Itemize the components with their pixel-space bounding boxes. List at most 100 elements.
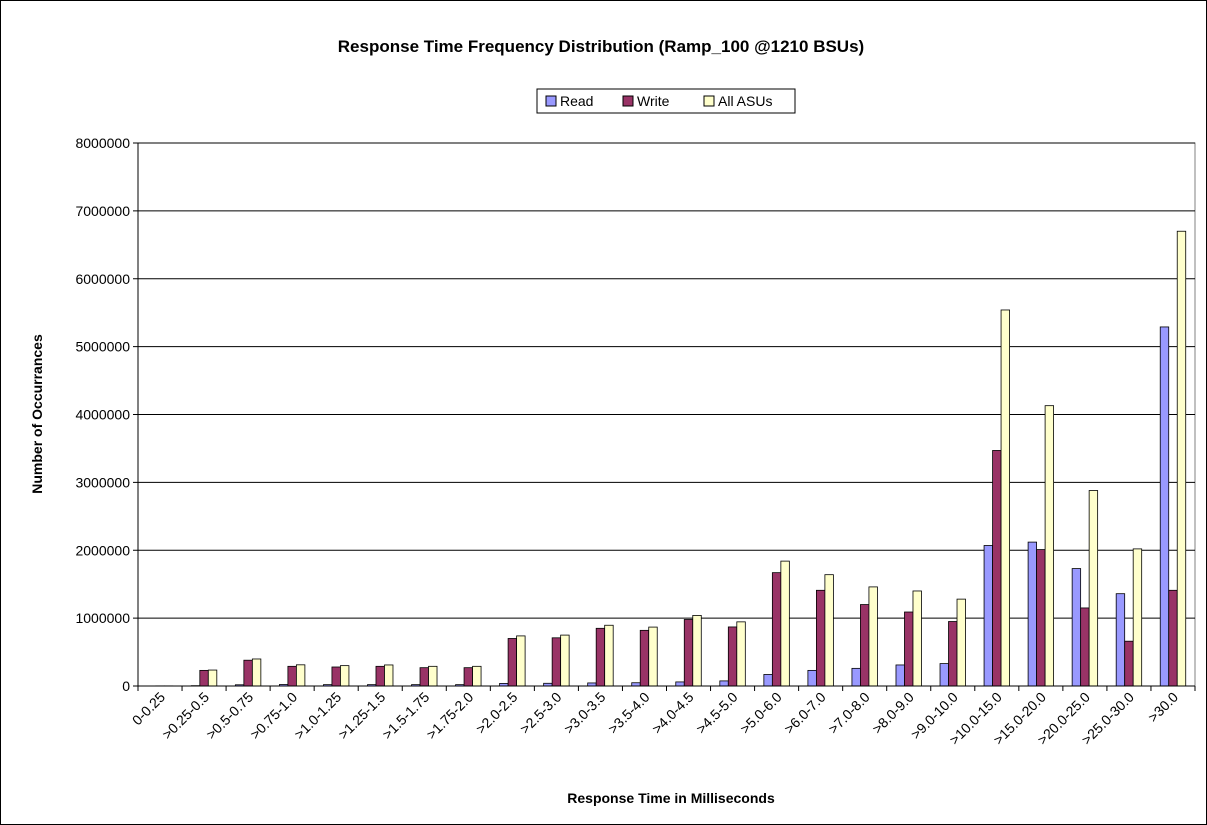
legend-swatch-read <box>545 95 557 107</box>
bar-write <box>904 611 914 687</box>
bar-write <box>375 665 385 687</box>
y-tick-label: 4000000 <box>75 407 130 423</box>
x-tick-label: >1.75-2.0 <box>423 689 477 743</box>
bar-all-asus <box>295 664 306 687</box>
x-tick-label: 0-0.25 <box>129 689 169 729</box>
bar-write <box>595 627 606 687</box>
legend-box <box>536 88 796 114</box>
x-tick-label: >0.75-1.0 <box>247 689 301 743</box>
y-tick-label: 2000000 <box>75 542 130 558</box>
x-tick-label: >4.0-4.5 <box>649 689 697 737</box>
x-tick-label: >3.5-4.0 <box>605 689 653 737</box>
x-axis-title: Response Time in Milliseconds <box>567 790 775 806</box>
legend-swatch-write <box>622 95 634 107</box>
x-tick-label: >0.25-0.5 <box>159 689 213 743</box>
y-tick-label: 8000000 <box>75 135 130 151</box>
x-tick-label: >7.0-8.0 <box>825 689 873 737</box>
bar-all-asus <box>251 658 262 687</box>
chart-title: Response Time Frequency Distribution (Ra… <box>338 37 864 56</box>
bar-all-asus <box>207 669 218 687</box>
bar-all-asus <box>1044 405 1055 687</box>
bar-read <box>1159 326 1170 687</box>
bar-write <box>771 572 782 687</box>
bar-all-asus <box>340 665 350 687</box>
y-tick-label: 6000000 <box>75 271 130 287</box>
bar-read <box>1071 568 1082 687</box>
bar-write <box>199 669 209 687</box>
bar-write <box>727 626 738 687</box>
bar-write <box>243 659 253 687</box>
bar-all-asus <box>648 626 658 687</box>
bar-all-asus <box>1176 230 1187 687</box>
bar-read <box>1027 541 1038 687</box>
bar-all-asus <box>780 560 790 687</box>
bar-write <box>860 604 870 687</box>
bar-write <box>331 666 341 687</box>
bar-all-asus <box>736 621 746 687</box>
bar-all-asus <box>912 590 922 687</box>
y-tick-label: 0 <box>122 678 130 694</box>
bar-all-asus <box>824 574 834 687</box>
x-axis-ticks: 0-0.25>0.25-0.5>0.5-0.75>0.75-1.0>1.0-1.… <box>129 686 1196 748</box>
bar-write <box>463 667 473 687</box>
x-tick-label: >3.0-3.5 <box>561 689 609 737</box>
bar-all-asus <box>868 586 878 687</box>
bar-all-asus <box>428 665 438 687</box>
x-tick-label: >5.0-6.0 <box>737 689 785 737</box>
x-tick-label: >4.5-5.0 <box>693 689 741 737</box>
y-axis-ticks: 0 1000000 2000000 3000000 4000000 5000000 6000… <box>75 135 1195 694</box>
bar-write <box>507 638 518 687</box>
bar-all-asus <box>604 624 614 687</box>
bar-read <box>807 669 817 687</box>
bar-write <box>815 589 826 687</box>
bar-all-asus <box>516 635 526 687</box>
bar-all-asus <box>956 598 966 687</box>
bar-write <box>1080 607 1090 687</box>
x-tick-label: >1.0-1.25 <box>291 689 345 743</box>
legend-label: Write <box>637 93 670 109</box>
bar-write <box>1168 589 1178 687</box>
x-tick-label: >6.0-7.0 <box>781 689 829 737</box>
legend: Read Write All ASUs <box>536 88 796 114</box>
bar-write <box>948 621 958 687</box>
x-tick-label: >2.5-3.0 <box>517 689 565 737</box>
y-tick-label: 1000000 <box>75 610 130 626</box>
bar-all-asus <box>384 664 394 687</box>
bar-read <box>939 663 949 687</box>
bar-all-asus <box>472 665 482 687</box>
bar-read <box>895 664 905 687</box>
bar-write <box>639 629 650 687</box>
x-tick-label: >2.0-2.5 <box>473 689 521 737</box>
bar-all-asus <box>692 615 702 687</box>
gridlines <box>138 142 1195 619</box>
x-tick-label: >0.5-0.75 <box>203 689 257 743</box>
bar-read <box>719 680 729 687</box>
x-tick-label: >30.0 <box>1145 689 1182 726</box>
y-tick-label: 7000000 <box>75 203 130 219</box>
bar-write <box>992 450 1002 687</box>
bar-all-asus <box>1000 309 1010 687</box>
bar-write <box>1124 640 1134 687</box>
bar-read <box>851 667 861 687</box>
bar-read <box>983 545 993 687</box>
x-tick-label: >1.5-1.75 <box>379 689 433 743</box>
bar-read <box>675 681 685 687</box>
legend-label: All ASUs <box>718 93 772 109</box>
bar-read <box>1115 593 1126 687</box>
bar-write <box>419 667 429 687</box>
legend-swatch-all-asus <box>703 95 715 107</box>
bar-all-asus <box>1132 548 1143 687</box>
bar-all-asus <box>560 634 570 687</box>
legend-label: Read <box>560 93 593 109</box>
y-tick-label: 5000000 <box>75 339 130 355</box>
bar-write <box>551 637 562 687</box>
bar-write <box>287 665 297 687</box>
plot-area: 0 1000000 2000000 3000000 4000000 5000000 6000… <box>75 135 1196 748</box>
y-axis-title: Number of Occurrances <box>29 334 45 494</box>
bar-write <box>683 619 694 687</box>
x-tick-label: >1.25-1.5 <box>335 689 389 743</box>
bar-write <box>1036 549 1046 687</box>
bar-all-asus <box>1088 490 1099 687</box>
